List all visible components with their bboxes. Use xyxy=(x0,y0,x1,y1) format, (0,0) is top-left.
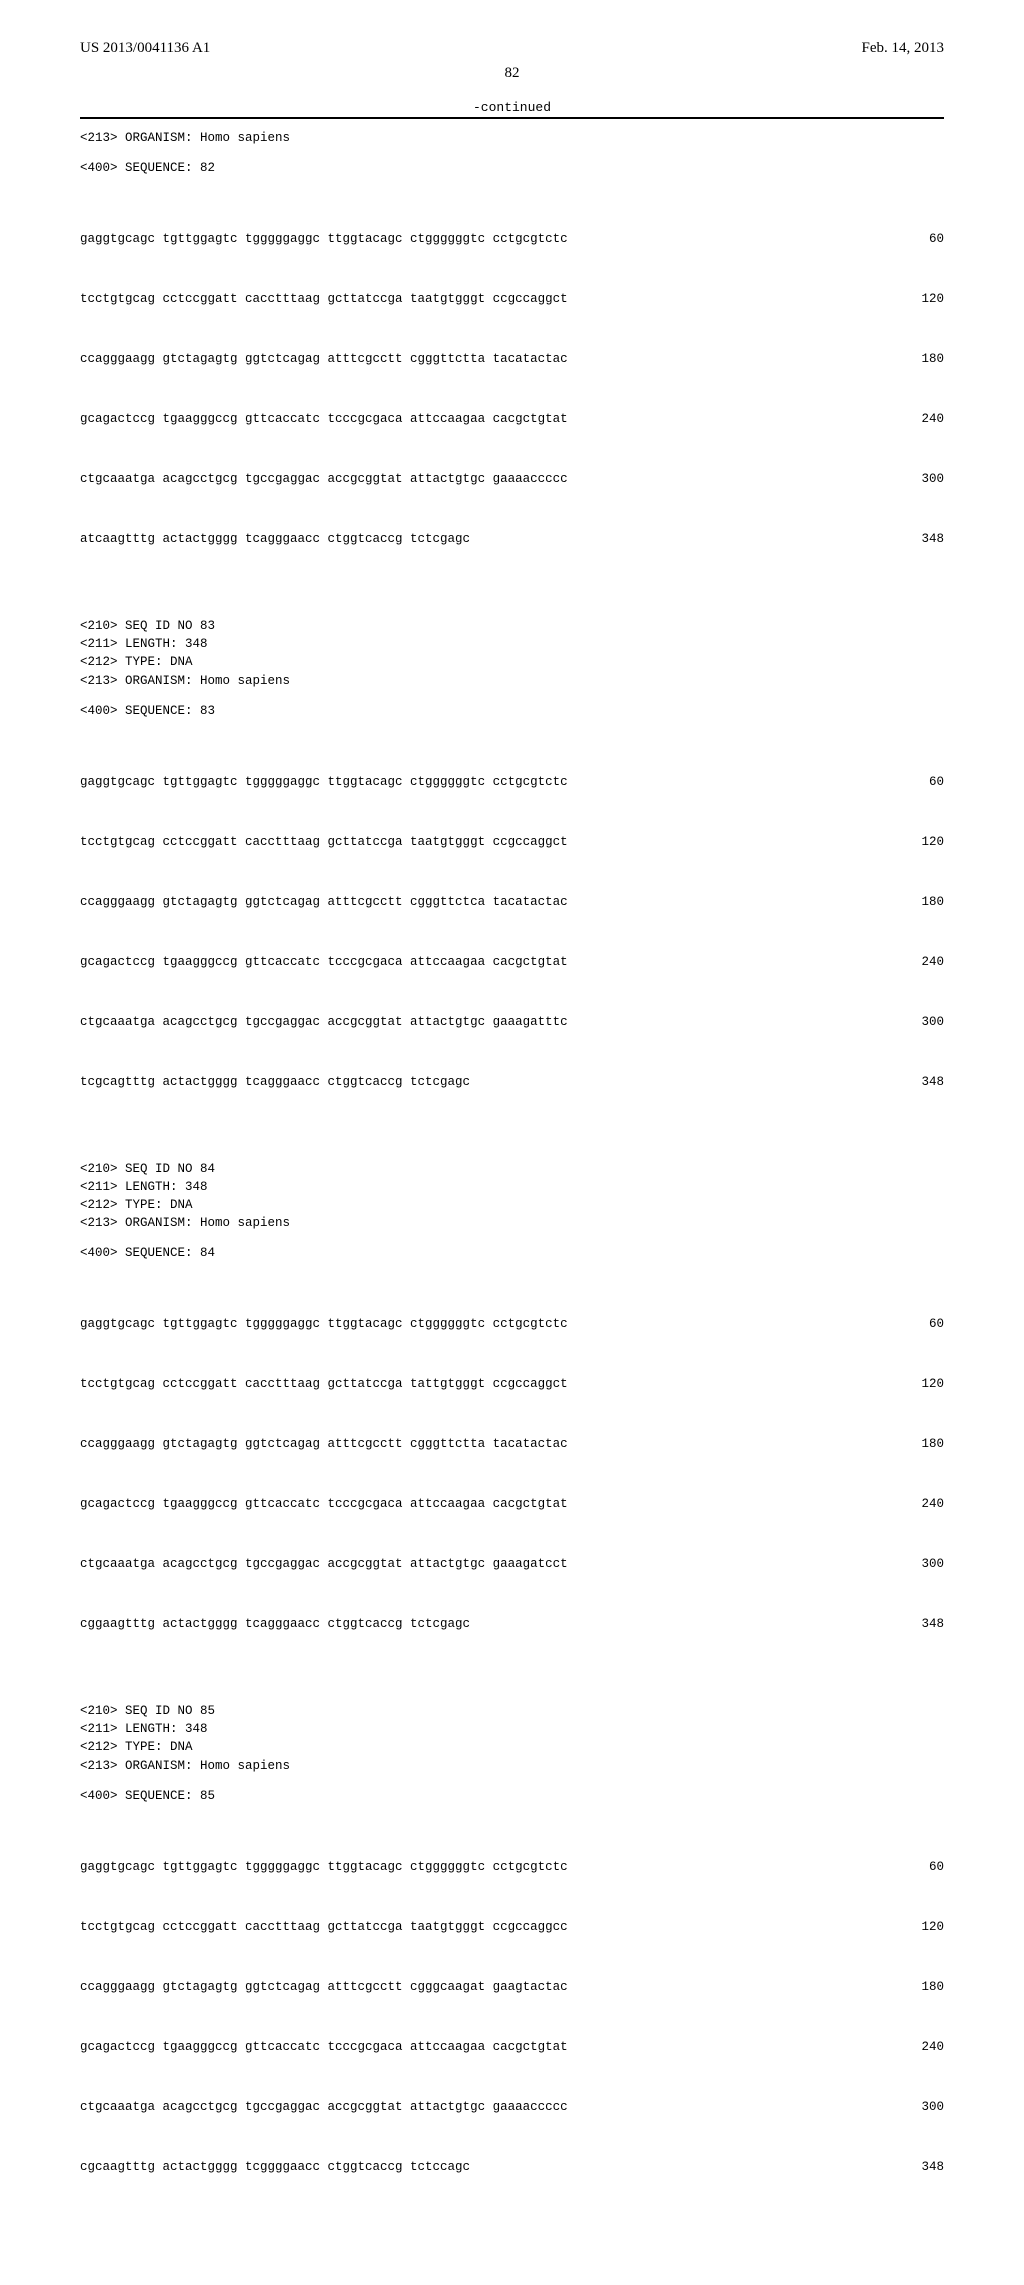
seq-pos: 180 xyxy=(904,892,944,912)
seq-pos: 348 xyxy=(904,1072,944,1092)
seq-pos: 348 xyxy=(904,2157,944,2177)
seq-line: gaggtgcagc tgttggagtc tgggggaggc ttggtac… xyxy=(80,1857,568,1877)
seq-line: ccagggaagg gtctagagtg ggtctcagag atttcgc… xyxy=(80,892,568,912)
seq-line: cggaagtttg actactgggg tcagggaacc ctggtca… xyxy=(80,1614,470,1634)
sequence-block-82: gaggtgcagc tgttggagtc tgggggaggc ttggtac… xyxy=(80,189,944,589)
sequence-block-85: gaggtgcagc tgttggagtc tgggggaggc ttggtac… xyxy=(80,1817,944,2217)
seq-line: ccagggaagg gtctagagtg ggtctcagag atttcgc… xyxy=(80,1977,568,1997)
seq-line: gcagactccg tgaagggccg gttcaccatc tcccgcg… xyxy=(80,2037,568,2057)
seq-pos: 60 xyxy=(904,1857,944,1877)
seq-line: tcctgtgcag cctccggatt cacctttaag gcttatc… xyxy=(80,289,568,309)
type-line: <212> TYPE: DNA xyxy=(80,653,944,671)
length-line: <211> LENGTH: 348 xyxy=(80,1720,944,1738)
seq-line: gcagactccg tgaagggccg gttcaccatc tcccgcg… xyxy=(80,409,568,429)
seq-line: ctgcaaatga acagcctgcg tgccgaggac accgcgg… xyxy=(80,469,568,489)
seq-pos: 180 xyxy=(904,349,944,369)
seq-line: atcaagtttg actactgggg tcagggaacc ctggtca… xyxy=(80,529,470,549)
seq-line: cgcaagtttg actactgggg tcggggaacc ctggtca… xyxy=(80,2157,470,2177)
seq-pos: 240 xyxy=(904,1494,944,1514)
seq-pos: 240 xyxy=(904,409,944,429)
seq-line: ccagggaagg gtctagagtg ggtctcagag atttcgc… xyxy=(80,1434,568,1454)
seq-pos: 300 xyxy=(904,1554,944,1574)
seq-line: gaggtgcagc tgttggagtc tgggggaggc ttggtac… xyxy=(80,772,568,792)
sequence-label: <400> SEQUENCE: 83 xyxy=(80,704,944,718)
meta-block-83: <210> SEQ ID NO 83 <211> LENGTH: 348 <21… xyxy=(80,617,944,690)
length-line: <211> LENGTH: 348 xyxy=(80,635,944,653)
seq-pos: 240 xyxy=(904,952,944,972)
sequence-block-83: gaggtgcagc tgttggagtc tgggggaggc ttggtac… xyxy=(80,732,944,1132)
seq-pos: 300 xyxy=(904,469,944,489)
sequence-label: <400> SEQUENCE: 84 xyxy=(80,1246,944,1260)
seq-line: gcagactccg tgaagggccg gttcaccatc tcccgcg… xyxy=(80,1494,568,1514)
organism-line: <213> ORGANISM: Homo sapiens xyxy=(80,1757,944,1775)
header-date: Feb. 14, 2013 xyxy=(862,40,945,57)
sequence-label: <400> SEQUENCE: 85 xyxy=(80,1789,944,1803)
horizontal-rule xyxy=(80,117,944,119)
seq-line: ccagggaagg gtctagagtg ggtctcagag atttcgc… xyxy=(80,349,568,369)
seq-line: gcagactccg tgaagggccg gttcaccatc tcccgcg… xyxy=(80,952,568,972)
seq-line: tcgcagtttg actactgggg tcagggaacc ctggtca… xyxy=(80,1072,470,1092)
seq-line: gaggtgcagc tgttggagtc tgggggaggc ttggtac… xyxy=(80,229,568,249)
seq-pos: 120 xyxy=(904,1917,944,1937)
seq-line: tcctgtgcag cctccggatt cacctttaag gcttatc… xyxy=(80,1917,568,1937)
seq-pos: 180 xyxy=(904,1434,944,1454)
sequence-block-84: gaggtgcagc tgttggagtc tgggggaggc ttggtac… xyxy=(80,1274,944,1674)
sequence-label: <400> SEQUENCE: 82 xyxy=(80,161,944,175)
page-header: US 2013/0041136 A1 Feb. 14, 2013 xyxy=(80,40,944,57)
seq-pos: 120 xyxy=(904,1374,944,1394)
seq-pos: 120 xyxy=(904,289,944,309)
seq-pos: 348 xyxy=(904,529,944,549)
seq-pos: 300 xyxy=(904,1012,944,1032)
seq-pos: 180 xyxy=(904,1977,944,1997)
seq-pos: 120 xyxy=(904,832,944,852)
type-line: <212> TYPE: DNA xyxy=(80,1738,944,1756)
seqid-line: <210> SEQ ID NO 84 xyxy=(80,1160,944,1178)
continued-label: -continued xyxy=(80,100,944,115)
seq-line: ctgcaaatga acagcctgcg tgccgaggac accgcgg… xyxy=(80,2097,568,2117)
seqid-line: <210> SEQ ID NO 83 xyxy=(80,617,944,635)
organism-line: <213> ORGANISM: Homo sapiens xyxy=(80,672,944,690)
seq-line: tcctgtgcag cctccggatt cacctttaag gcttatc… xyxy=(80,1374,568,1394)
meta-block-85: <210> SEQ ID NO 85 <211> LENGTH: 348 <21… xyxy=(80,1702,944,1775)
seq-pos: 240 xyxy=(904,2037,944,2057)
seq-pos: 60 xyxy=(904,1314,944,1334)
type-line: <212> TYPE: DNA xyxy=(80,1196,944,1214)
seq-pos: 348 xyxy=(904,1614,944,1634)
seq-pos: 60 xyxy=(904,229,944,249)
header-pubnum: US 2013/0041136 A1 xyxy=(80,40,210,57)
organism-line: <213> ORGANISM: Homo sapiens xyxy=(80,129,944,147)
length-line: <211> LENGTH: 348 xyxy=(80,1178,944,1196)
seqid-line: <210> SEQ ID NO 85 xyxy=(80,1702,944,1720)
page: US 2013/0041136 A1 Feb. 14, 2013 82 -con… xyxy=(0,0,1024,2285)
seq-line: gaggtgcagc tgttggagtc tgggggaggc ttggtac… xyxy=(80,1314,568,1334)
organism-line: <213> ORGANISM: Homo sapiens xyxy=(80,1214,944,1232)
seq-line: ctgcaaatga acagcctgcg tgccgaggac accgcgg… xyxy=(80,1554,568,1574)
meta-block-84: <210> SEQ ID NO 84 <211> LENGTH: 348 <21… xyxy=(80,1160,944,1233)
page-number: 82 xyxy=(80,65,944,82)
seq-pos: 60 xyxy=(904,772,944,792)
seq-line: tcctgtgcag cctccggatt cacctttaag gcttatc… xyxy=(80,832,568,852)
seq-line: ctgcaaatga acagcctgcg tgccgaggac accgcgg… xyxy=(80,1012,568,1032)
seq-pos: 300 xyxy=(904,2097,944,2117)
